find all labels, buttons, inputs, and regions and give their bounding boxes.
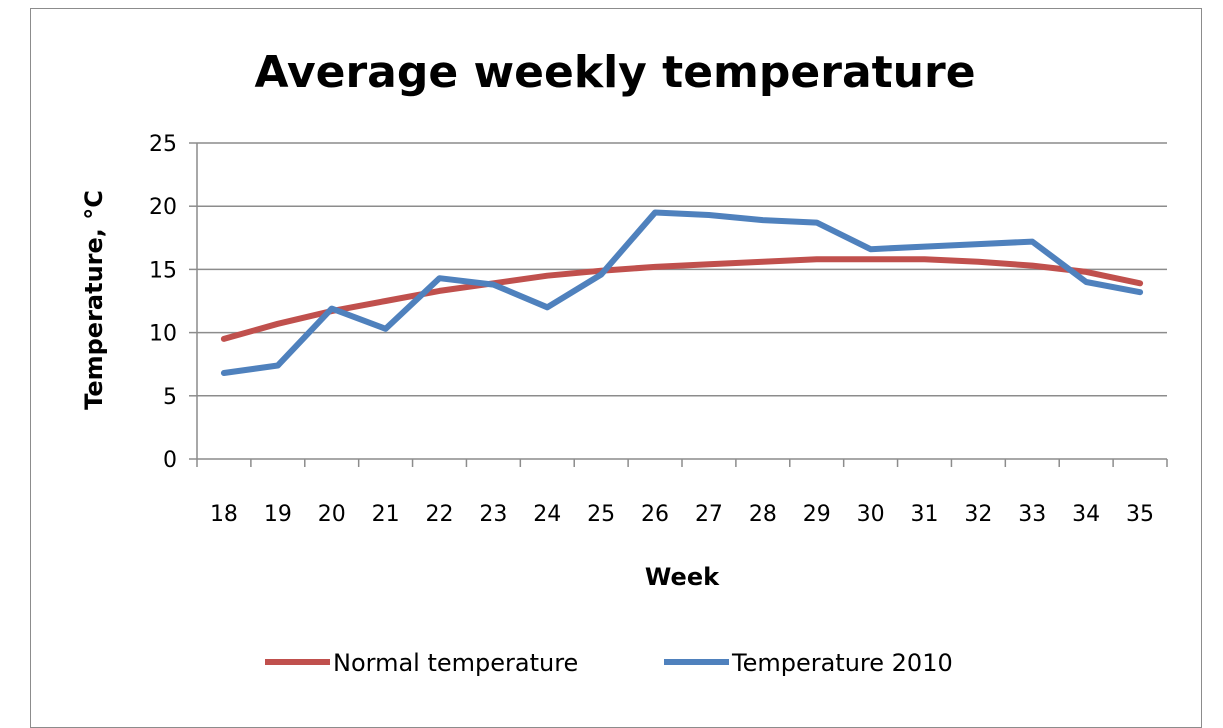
x-tick-label: 19 [264, 502, 292, 527]
y-tick-label: 15 [149, 258, 177, 283]
y-tick-label: 5 [163, 385, 177, 410]
x-tick-label: 31 [911, 502, 939, 527]
y-tick-label: 10 [149, 322, 177, 347]
chart-title: Average weekly temperature [254, 47, 975, 98]
x-tick-label: 18 [210, 502, 238, 527]
series-line-1 [220, 256, 1144, 342]
x-tick-label: 28 [749, 502, 777, 527]
x-tick-label: 30 [857, 502, 885, 527]
x-tick-label: 26 [641, 502, 669, 527]
line-chart: Average weekly temperature 0 5 10 15 20 25 18… [80, 47, 1168, 677]
chart-frame [30, 8, 1202, 728]
y-axis-ticks: 0 5 10 15 20 25 [149, 132, 197, 473]
gridlines [197, 142, 1167, 397]
legend-label-1: Normal temperature [333, 649, 578, 677]
x-axis-ticks: 18 19 20 21 22 23 24 25 26 27 28 29 30 31 32 33 34 35 [196, 459, 1168, 527]
x-tick-label: 34 [1072, 502, 1100, 527]
x-axis-title: Week [645, 563, 720, 591]
x-tick-label: 32 [964, 502, 992, 527]
x-tick-label: 24 [533, 502, 561, 527]
x-tick-label: 25 [587, 502, 615, 527]
x-tick-label: 21 [372, 502, 400, 527]
y-tick-label: 0 [163, 448, 177, 473]
y-tick-label: 25 [149, 132, 177, 157]
x-tick-label: 23 [479, 502, 507, 527]
x-tick-label: 20 [318, 502, 346, 527]
series-lines [220, 209, 1144, 376]
x-tick-label: 27 [695, 502, 723, 527]
legend-label-2: Temperature 2010 [731, 649, 953, 677]
x-tick-label: 29 [803, 502, 831, 527]
y-axis-title: Temperature, °C [80, 190, 108, 410]
axes [196, 143, 1167, 460]
legend: Normal temperature Temperature 2010 [265, 649, 953, 677]
x-tick-label: 33 [1018, 502, 1046, 527]
y-tick-label: 20 [149, 195, 177, 220]
series-line-2 [220, 209, 1144, 376]
x-tick-label: 35 [1126, 502, 1154, 527]
x-tick-label: 22 [426, 502, 454, 527]
